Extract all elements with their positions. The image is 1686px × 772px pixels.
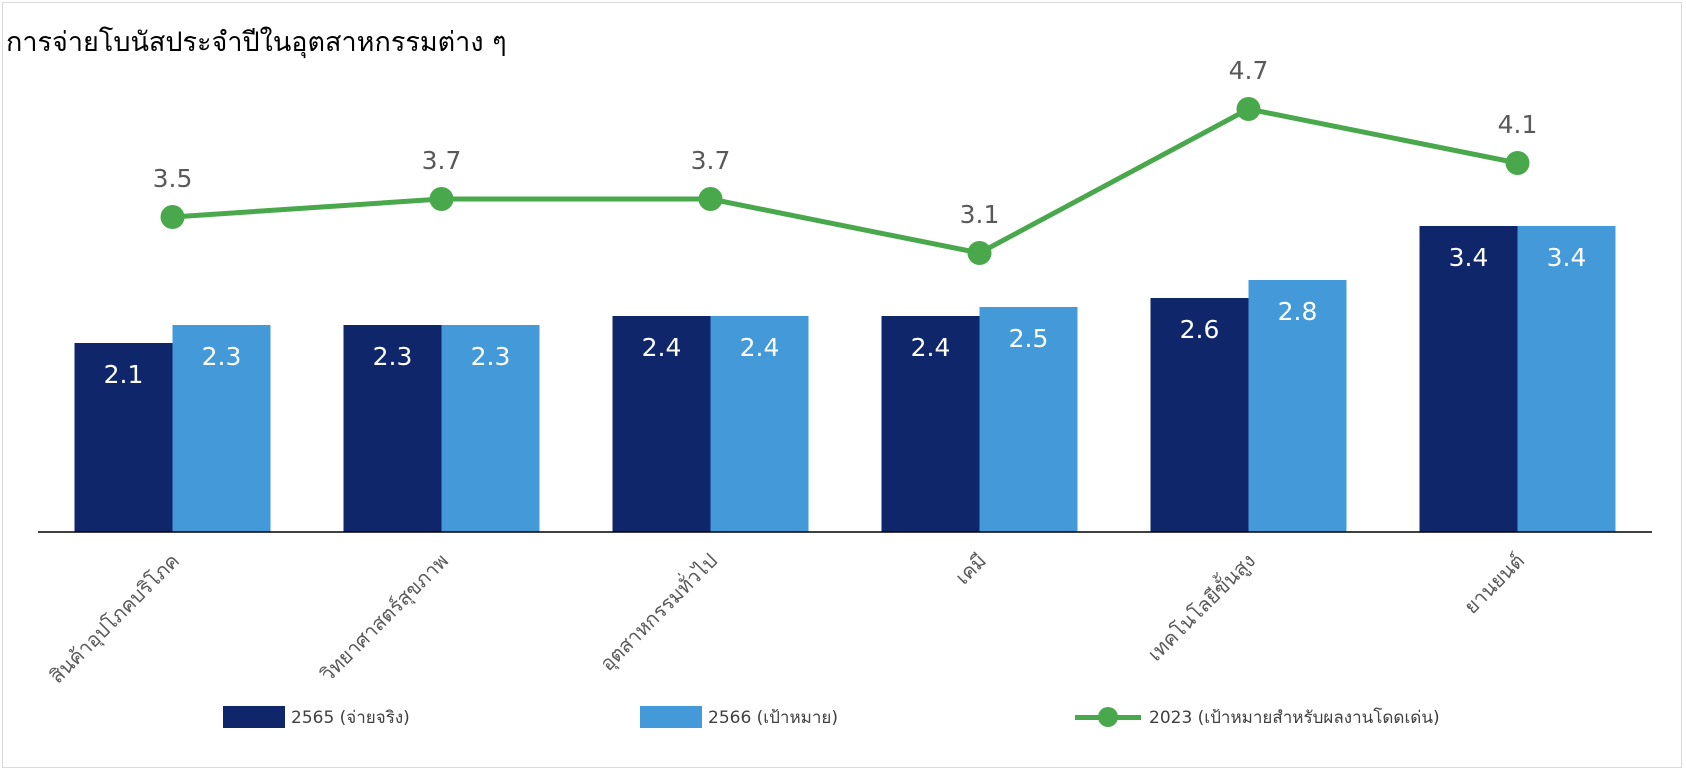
- category-label: สินค้าอุปโภคบริโภค: [45, 549, 185, 689]
- bar-value-label: 2.8: [1278, 297, 1318, 326]
- bar-value-label: 2.4: [911, 333, 951, 362]
- bar-value-label: 3.4: [1449, 243, 1489, 272]
- bar-value-label: 2.5: [1009, 324, 1049, 353]
- category-label: เคมี: [950, 549, 991, 590]
- legend-swatch-2023: [1075, 706, 1141, 728]
- line-value-label: 3.5: [153, 164, 193, 193]
- line-value-label: 3.1: [960, 200, 1000, 229]
- bar-2566-5: [1517, 226, 1616, 532]
- line-point-2023: [698, 187, 723, 211]
- legend-label-2565: 2565 (จ่ายจริง): [291, 707, 410, 728]
- legend-label-2023: 2023 (เป้าหมายสำหรับผลงานโดดเด่น): [1149, 707, 1440, 728]
- line-point-2023: [967, 241, 992, 265]
- line-value-label: 3.7: [691, 146, 731, 175]
- legend-swatch-2566: [640, 706, 702, 728]
- line-point-2023: [1505, 151, 1530, 175]
- category-label: วิทยาศาสตร์สุขภาพ: [315, 549, 453, 687]
- bar-2565-4: [1150, 298, 1249, 532]
- bar-2566-2: [710, 316, 809, 532]
- bar-2565-1: [343, 325, 442, 532]
- bar-2565-0: [74, 343, 173, 532]
- line-point-2023: [160, 205, 185, 229]
- bar-2566-3: [979, 307, 1078, 532]
- legend-swatch-2565: [223, 706, 285, 728]
- category-label: เทคโนโลยีขั้นสูง: [1141, 547, 1260, 666]
- legend-item-2565: 2565 (จ่ายจริง): [223, 704, 410, 730]
- bar-2565-3: [881, 316, 980, 532]
- line-value-label: 4.1: [1498, 110, 1538, 139]
- bar-2566-0: [172, 325, 271, 532]
- bar-value-label: 3.4: [1547, 243, 1587, 272]
- bar-value-label: 2.1: [104, 360, 144, 389]
- line-value-label: 3.7: [422, 146, 462, 175]
- bar-value-label: 2.3: [373, 342, 413, 371]
- bar-2565-5: [1419, 226, 1518, 532]
- bar-2566-1: [441, 325, 540, 532]
- category-label: อุตสาหกรรมทั่วไป: [594, 547, 723, 676]
- line-value-label: 4.7: [1229, 56, 1269, 85]
- category-label: ยานยนต์: [1459, 549, 1529, 619]
- bar-value-label: 2.3: [202, 342, 242, 371]
- line-point-2023: [1236, 97, 1261, 121]
- bar-value-label: 2.4: [642, 333, 682, 362]
- line-2023: [172, 106, 1518, 256]
- chart-title: การจ่ายโบนัสประจำปีในอุตสาหกรรมต่าง ๆ: [6, 27, 507, 58]
- bar-2566-4: [1248, 280, 1347, 532]
- bar-value-label: 2.6: [1180, 315, 1220, 344]
- legend-label-2566: 2566 (เป้าหมาย): [708, 707, 838, 728]
- legend-item-2566: 2566 (เป้าหมาย): [640, 704, 838, 730]
- bar-value-label: 2.4: [740, 333, 780, 362]
- legend-item-2023: 2023 (เป้าหมายสำหรับผลงานโดดเด่น): [1075, 704, 1440, 730]
- line-point-2023: [429, 187, 454, 211]
- bar-2565-2: [612, 316, 711, 532]
- bar-value-label: 2.3: [471, 342, 511, 371]
